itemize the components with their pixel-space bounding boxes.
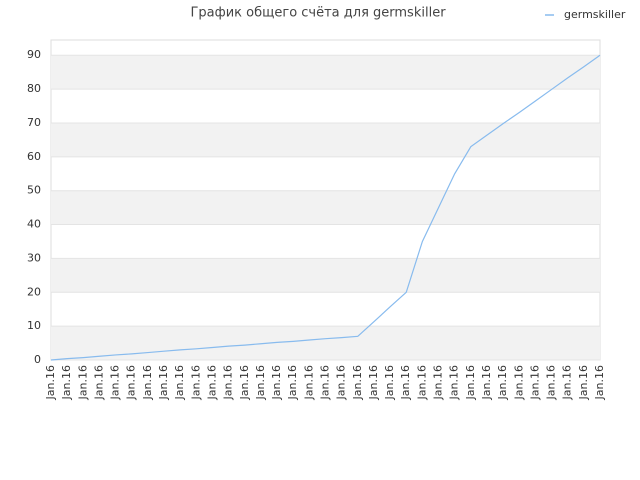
x-tick-label: Jan.16 (561, 365, 574, 400)
legend-label: germskiller (564, 8, 626, 21)
y-tick-label: 30 (27, 251, 41, 264)
x-tick-label: Jan.16 (76, 365, 89, 400)
y-tick-label: 50 (27, 184, 41, 197)
x-tick-label: Jan.16 (432, 365, 445, 400)
x-tick-label: Jan.16 (593, 365, 606, 400)
y-tick-label: 40 (27, 218, 41, 231)
chart-title: График общего счёта для germskiller (190, 6, 446, 21)
x-tick-label: Jan.16 (577, 365, 590, 400)
x-tick-label: Jan.16 (92, 365, 105, 400)
x-tick-label: Jan.16 (496, 365, 509, 400)
data-line (50, 54, 601, 361)
x-tick-label: Jan.16 (415, 365, 428, 400)
y-tick-label: 0 (34, 353, 41, 366)
grid-band (51, 122, 600, 157)
x-tick-label: Jan.16 (44, 365, 57, 400)
x-tick-label: Jan.16 (189, 365, 202, 400)
x-tick-label: Jan.16 (157, 365, 170, 400)
x-tick-label: Jan.16 (302, 365, 315, 400)
y-tick-label: 20 (27, 285, 41, 298)
x-tick-label: Jan.16 (383, 365, 396, 400)
x-tick-label: Jan.16 (238, 365, 251, 400)
x-tick-label: Jan.16 (125, 365, 138, 400)
x-tick-label: Jan.16 (528, 365, 541, 400)
x-tick-label: Jan.16 (319, 365, 332, 400)
grid-band (51, 258, 600, 293)
x-tick-label: Jan.16 (367, 365, 380, 400)
x-tick-label: Jan.16 (205, 365, 218, 400)
x-tick-label: Jan.16 (270, 365, 283, 400)
x-tick-label: Jan.16 (512, 365, 525, 400)
x-tick-label: Jan.16 (335, 365, 348, 400)
grid-band (51, 55, 600, 90)
x-tick-label: Jan.16 (448, 365, 461, 400)
x-tick-label: Jan.16 (173, 365, 186, 400)
x-tick-label: Jan.16 (254, 365, 267, 400)
x-tick-label: Jan.16 (286, 365, 299, 400)
x-tick-label: Jan.16 (464, 365, 477, 400)
x-tick-label: Jan.16 (141, 365, 154, 400)
grid-band (51, 326, 600, 360)
grid-band (51, 190, 600, 225)
x-tick-label: Jan.16 (351, 365, 364, 400)
y-tick-label: 80 (27, 82, 41, 95)
x-tick-label: Jan.16 (545, 365, 558, 400)
x-tick-label: Jan.16 (399, 365, 412, 400)
y-tick-label: 10 (27, 319, 41, 332)
x-tick-label: Jan.16 (60, 365, 73, 400)
y-tick-label: 70 (27, 116, 41, 129)
x-tick-label: Jan.16 (480, 365, 493, 400)
y-tick-label: 90 (27, 48, 41, 61)
x-tick-label: Jan.16 (222, 365, 235, 400)
y-tick-label: 60 (27, 150, 41, 163)
x-tick-label: Jan.16 (109, 365, 122, 400)
